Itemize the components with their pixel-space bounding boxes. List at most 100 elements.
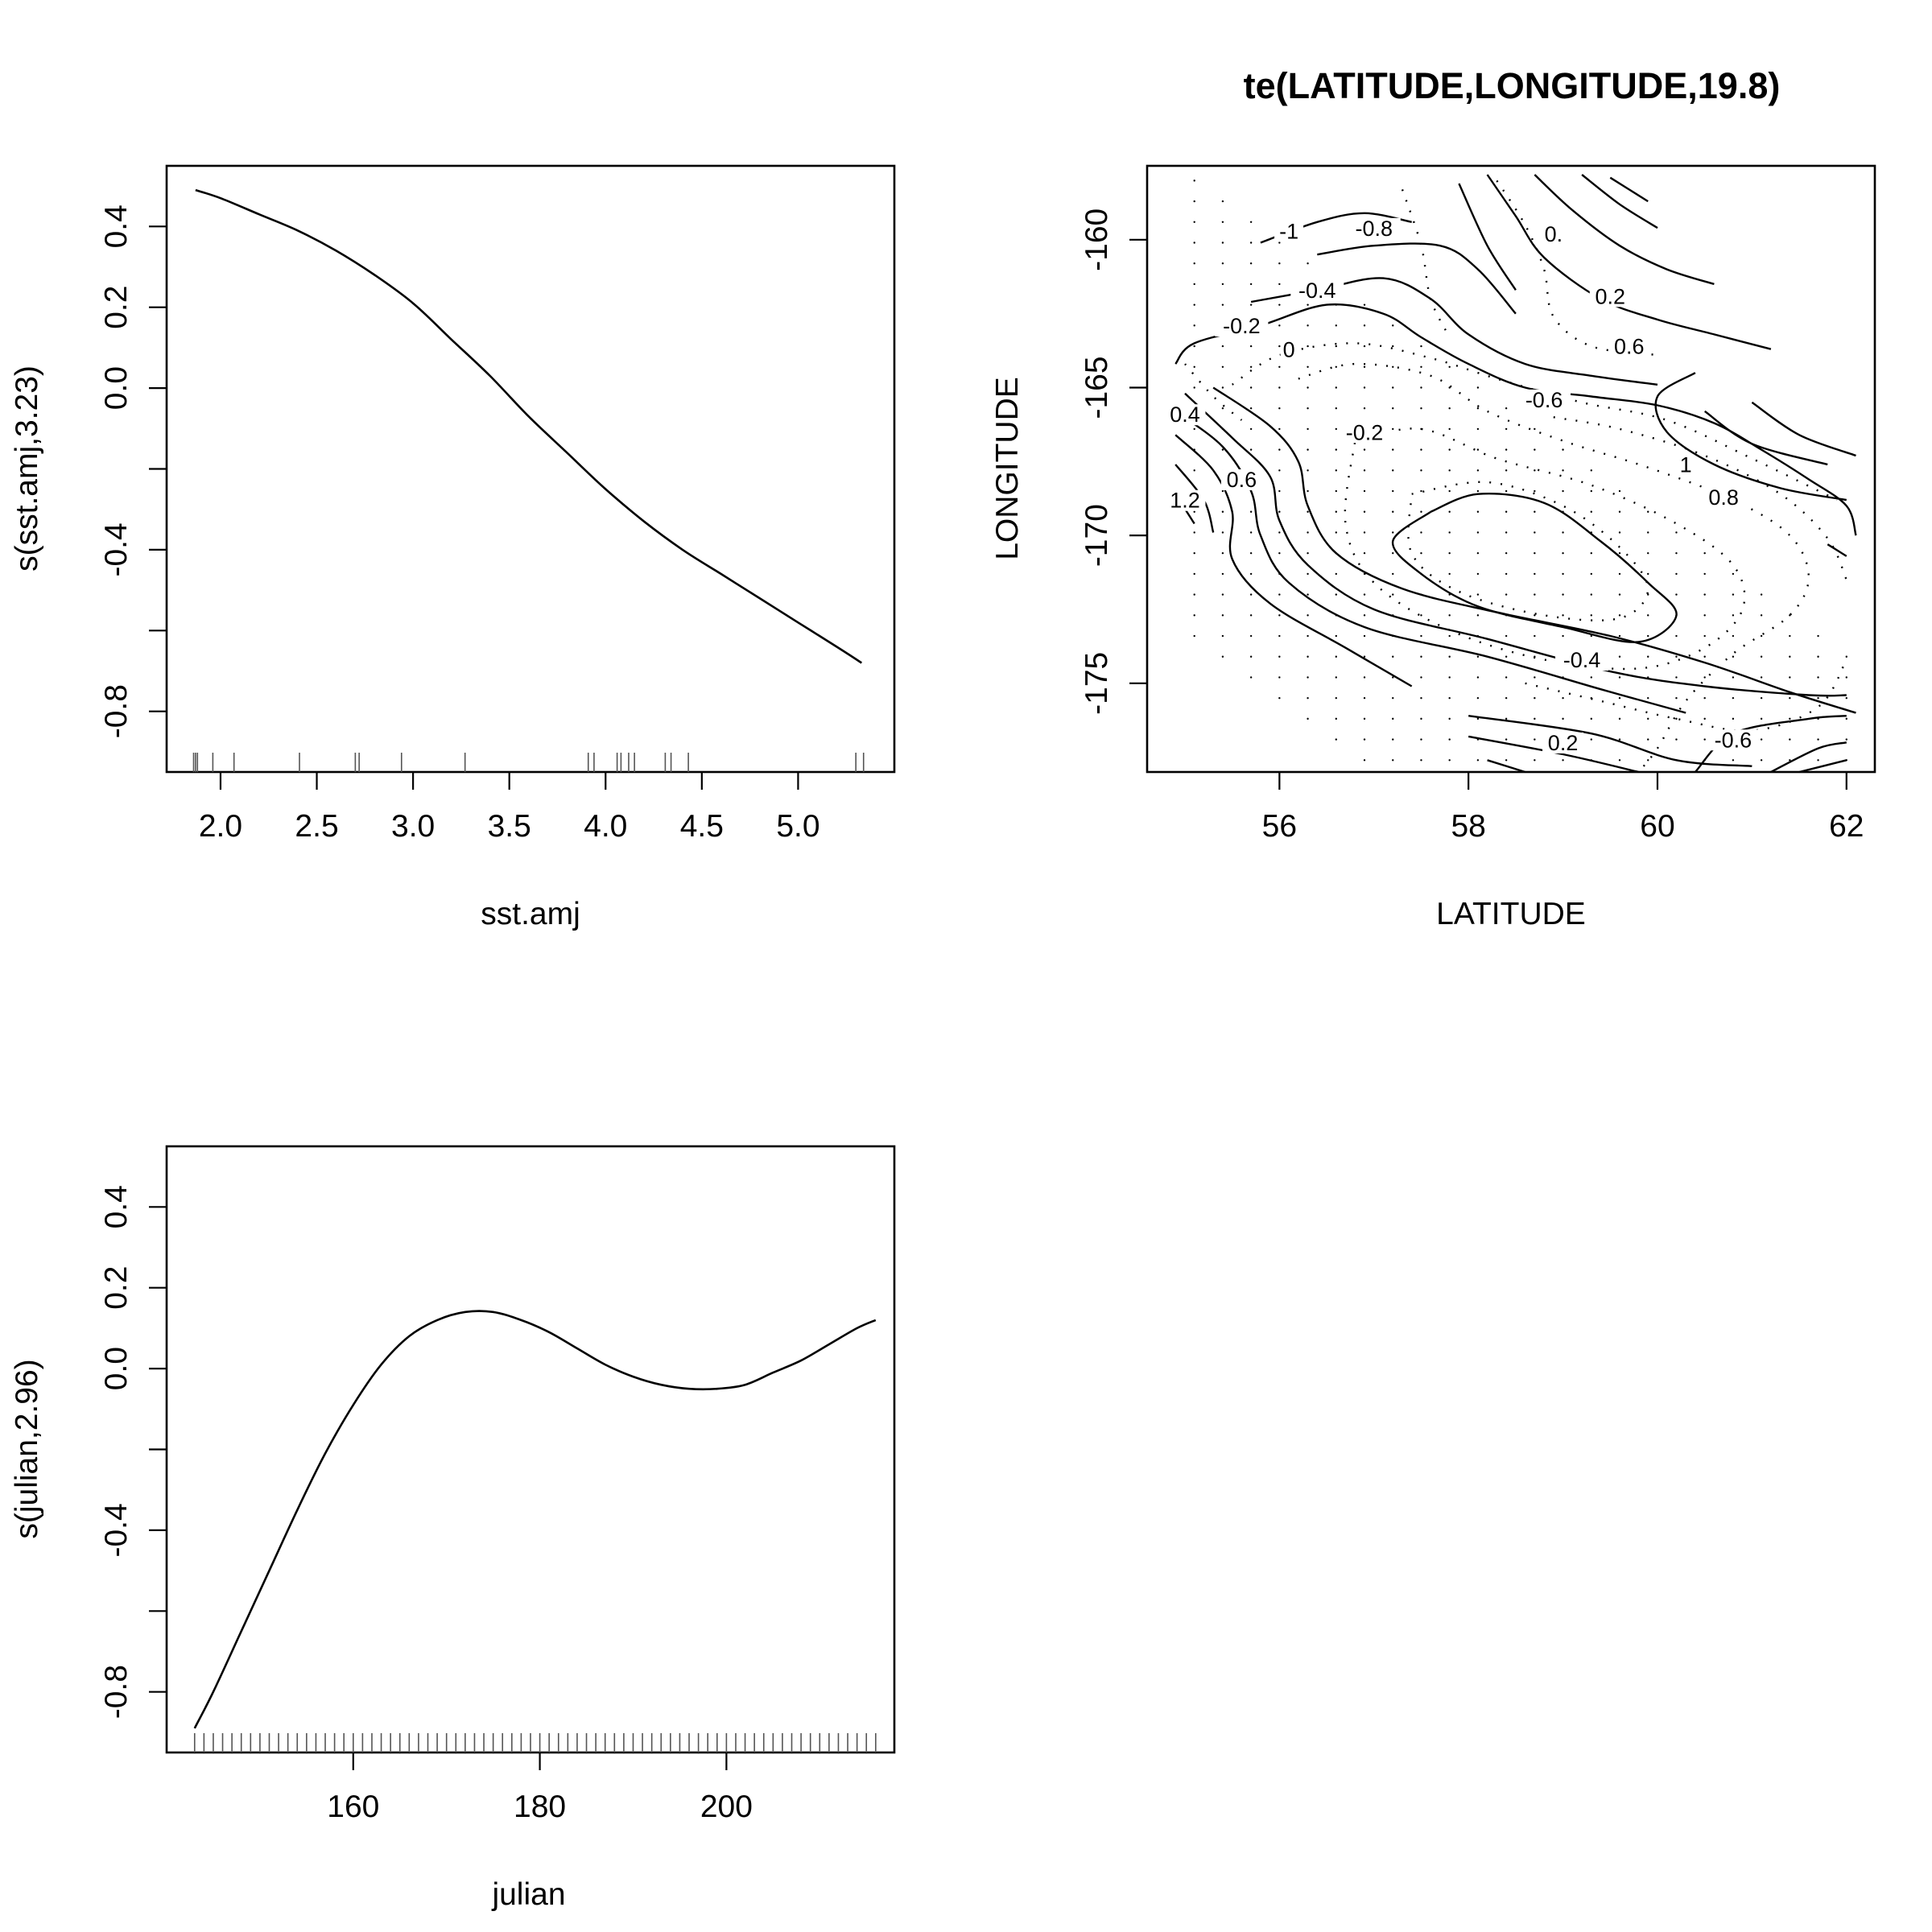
lat-lon-contour-panel: te(LATITUDE,LONGITUDE,19.8) -1 -0.8 -0.4 -0…	[990, 65, 1876, 931]
contour-grid-dot-163	[1392, 365, 1394, 368]
sst-amj-x-tick-label: 5.0	[776, 809, 819, 844]
contour-dot-grid	[1193, 180, 1847, 762]
contour-label-bg-3	[1215, 316, 1269, 337]
contour-grid-dot-298	[1590, 551, 1592, 555]
contour-grid-dot-56	[1249, 427, 1253, 431]
contour-grid-dot-126	[1335, 510, 1338, 513]
julian-x-tick-label: 180	[514, 1790, 566, 1824]
contour-grid-dot-330	[1647, 655, 1649, 658]
sst-amj-x-tick-label: 3.0	[391, 809, 435, 844]
sst-amj-y-axis: -0.8 -0.4 0.0 0.2 0.4	[99, 204, 167, 738]
contour-grid-dot-263	[1534, 469, 1536, 472]
sst-amj-y-tick-label: -0.8	[99, 684, 134, 738]
julian-x-axis-title: julian	[491, 1877, 565, 1912]
contour-grid-dot-82	[1278, 510, 1281, 513]
contour-grid-dot-209	[1448, 469, 1451, 472]
contour-grid-dot-357	[1703, 738, 1706, 741]
julian-smooth-curve	[193, 1310, 877, 1729]
contour-grid-dot-377	[1760, 759, 1763, 762]
contour-grid-dot-107	[1307, 572, 1309, 576]
contour-grid-dot-273	[1534, 676, 1536, 679]
contour-grid-dot-280	[1562, 489, 1564, 493]
contour-grid-dot-98	[1307, 386, 1309, 389]
sst-amj-y-tick-label: 0.0	[99, 366, 134, 410]
contour-grid-dot-173	[1392, 572, 1394, 576]
contour-grid-dot-17	[1193, 531, 1195, 534]
contour-grid-dot-249	[1505, 531, 1508, 534]
contour-grid-dot-338	[1675, 572, 1678, 576]
contour-grid-dot-226	[1476, 427, 1480, 431]
contour-grid-dot-111	[1307, 655, 1309, 658]
contour-grid-dot-119	[1335, 365, 1338, 368]
julian-x-axis: 160 180 200	[327, 1752, 753, 1824]
contour-line-0	[1174, 303, 1857, 536]
contour-grid-dot-284	[1562, 572, 1564, 576]
contour-grid-dot-296	[1590, 510, 1592, 513]
contour-grid-dot-39	[1221, 531, 1224, 534]
contour-grid-dot-37	[1221, 489, 1224, 493]
contour-grid-dot-396	[1845, 717, 1847, 720]
contour-grid-dot-244	[1505, 427, 1508, 431]
contour-grid-dot-14	[1193, 469, 1195, 472]
sst-amj-y-tick-label: -0.4	[99, 522, 134, 576]
contour-line-10	[1317, 242, 1517, 315]
contour-grid-dot-395	[1845, 696, 1847, 700]
sst-amj-x-axis: 2.0 2.5 3.0 3.5 4.0 4.5 5.0	[199, 772, 820, 844]
contour-grid-dot-300	[1590, 593, 1592, 596]
contour-grid-dot-204	[1448, 365, 1451, 368]
contour-grid-dot-335	[1647, 759, 1649, 762]
contour-labels: -1 -0.8 -0.4 -0.2 0 0. 0.2 0.6 -0.6 -0.2 0.4 0.6 1.2…	[1164, 217, 1760, 755]
contour-grid-dot-139	[1363, 324, 1366, 327]
contour-grid-dot-148	[1363, 510, 1366, 513]
contour-grid-dot-25	[1221, 242, 1224, 244]
contour-grid-dot-179	[1392, 696, 1394, 700]
contour-grid-dot-177	[1392, 655, 1394, 658]
contour-grid-dot-203	[1420, 759, 1422, 762]
contour-grid-dot-351	[1703, 614, 1706, 617]
julian-y-tick-label: -0.4	[99, 1503, 134, 1557]
contour-grid-dot-328	[1647, 614, 1649, 617]
contour-grid-dot-220	[1448, 696, 1451, 700]
contour-grid-dot-278	[1562, 448, 1564, 451]
contour-grid-dot-302	[1590, 634, 1592, 638]
contour-label-0: -1	[1279, 219, 1298, 243]
contour-label-bg-12	[1164, 489, 1206, 511]
contour-grid-dot-78	[1278, 427, 1281, 431]
julian-x-tick-label: 160	[327, 1790, 379, 1824]
contour-label-bg-8	[1517, 389, 1571, 411]
contour-grid-dot-299	[1590, 572, 1592, 576]
contour-line-31	[1553, 416, 1847, 580]
contour-grid-dot-294	[1590, 469, 1592, 472]
sst-amj-y-axis-title: s(sst.amj,3.23)	[10, 365, 44, 572]
contour-grid-dot-81	[1278, 489, 1281, 493]
contour-label-6: 0.2	[1595, 284, 1625, 308]
contour-grid-dot-142	[1363, 386, 1366, 389]
contour-grid-dot-160	[1363, 759, 1366, 762]
contour-grid-dot-135	[1335, 696, 1338, 700]
contour-grid-dot-125	[1335, 489, 1338, 493]
contour-grid-dot-55	[1249, 407, 1253, 410]
contour-grid-dot-120	[1335, 386, 1338, 389]
contour-grid-dot-44	[1221, 634, 1224, 638]
contour-grid-dot-397	[1845, 738, 1847, 741]
contour-grid-dot-110	[1307, 634, 1309, 638]
contour-label-bg-1	[1347, 217, 1401, 239]
contour-grid-dot-9	[1193, 365, 1195, 368]
contour-grid-dot-319	[1618, 696, 1621, 700]
contour-grid-dot-87	[1278, 614, 1281, 617]
contour-grid-dot-320	[1618, 717, 1621, 720]
contour-grid-dot-104	[1307, 510, 1309, 513]
contour-grid-dot-333	[1647, 717, 1649, 720]
contour-grid-dot-117	[1335, 324, 1338, 327]
contour-grid-dot-285	[1562, 593, 1564, 596]
contour-grid-dot-4	[1193, 262, 1195, 265]
contour-line-13	[1581, 174, 1658, 229]
contour-grid-dot-314	[1618, 593, 1621, 596]
contour-grid-dot-352	[1703, 634, 1706, 638]
sst-amj-x-axis-title: sst.amj	[481, 897, 580, 931]
contour-grid-dot-327	[1647, 593, 1649, 596]
contour-grid-dot-356	[1703, 717, 1706, 720]
contour-grid-dot-31	[1221, 365, 1224, 368]
latitude-axis: 56 58 60 62	[1262, 772, 1864, 844]
